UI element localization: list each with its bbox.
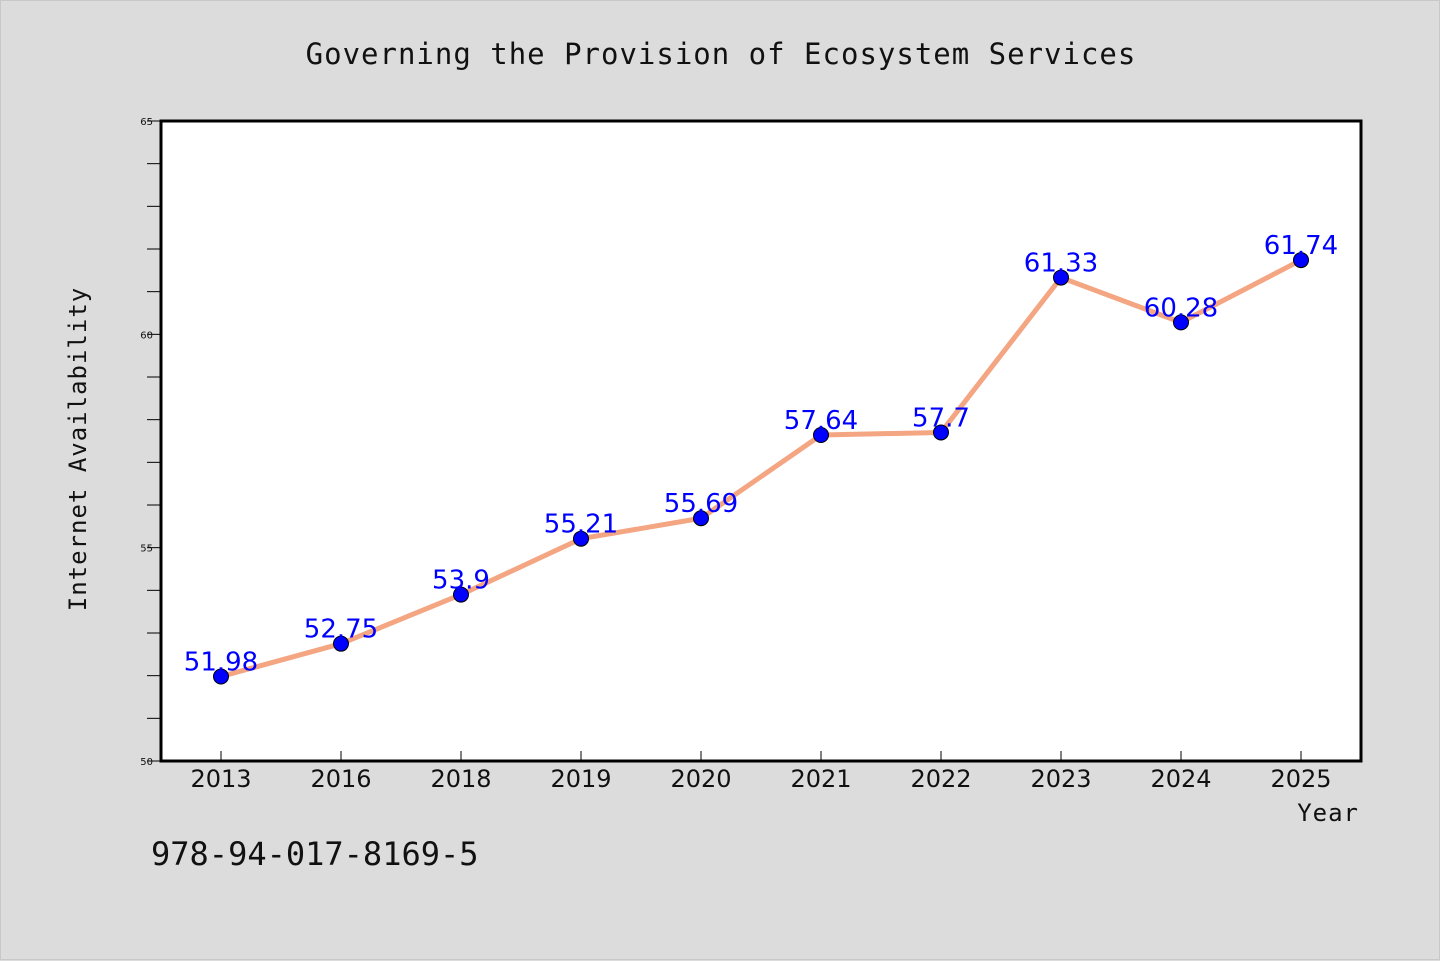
y-tick-label: 60 bbox=[140, 330, 153, 341]
data-label: 51.98 bbox=[184, 648, 258, 678]
y-tick-label: 50 bbox=[140, 757, 153, 768]
isbn-label: 978-94-017-8169-5 bbox=[151, 835, 479, 873]
x-tick-label: 2016 bbox=[310, 765, 371, 793]
y-tick-label: 55 bbox=[140, 544, 153, 555]
data-point bbox=[1173, 314, 1189, 331]
data-point bbox=[573, 530, 589, 547]
data-label: 53.9 bbox=[432, 566, 490, 596]
data-point bbox=[933, 424, 949, 441]
y-axis-title: Internet Availability bbox=[64, 287, 92, 611]
x-tick-label: 2020 bbox=[670, 765, 731, 793]
data-point bbox=[1053, 269, 1069, 286]
x-tick-label: 2022 bbox=[910, 765, 971, 793]
x-tick-label: 2024 bbox=[1150, 765, 1211, 793]
data-label: 60.28 bbox=[1144, 293, 1218, 323]
data-point bbox=[813, 427, 829, 444]
data-label: 57.64 bbox=[784, 406, 858, 436]
data-point bbox=[1293, 252, 1309, 269]
y-tick-label: 65 bbox=[140, 117, 153, 128]
data-label: 61.74 bbox=[1264, 231, 1338, 261]
x-tick-label: 2025 bbox=[1270, 765, 1331, 793]
data-point bbox=[453, 586, 469, 603]
x-axis-title: Year bbox=[1297, 799, 1359, 827]
data-label: 52.75 bbox=[304, 615, 378, 645]
data-point bbox=[213, 668, 229, 685]
x-tick-label: 2021 bbox=[790, 765, 851, 793]
x-tick-label: 2023 bbox=[1030, 765, 1091, 793]
data-point bbox=[333, 635, 349, 652]
data-label: 55.21 bbox=[544, 510, 618, 540]
chart-title: Governing the Provision of Ecosystem Ser… bbox=[306, 37, 1137, 71]
data-label: 61.33 bbox=[1024, 249, 1098, 279]
series-line bbox=[218, 257, 1304, 680]
x-tick-label: 2019 bbox=[550, 765, 611, 793]
data-point bbox=[693, 510, 709, 527]
x-axis: 2013 2016 2018 2019 2020 2021 2022 2023 2024 2025 bbox=[190, 751, 1332, 793]
series-layer: 51.98 52.75 53.9 55.21 55.69 57.64 57.7 61.33 60… bbox=[184, 231, 1338, 685]
plot-area bbox=[159, 119, 1363, 763]
x-tick-label: 2018 bbox=[430, 765, 491, 793]
data-label: 57.7 bbox=[912, 403, 970, 433]
x-tick-label: 2013 bbox=[190, 765, 251, 793]
data-label: 55.69 bbox=[664, 489, 738, 519]
y-axis: 50 55 60 65 bbox=[140, 117, 161, 768]
